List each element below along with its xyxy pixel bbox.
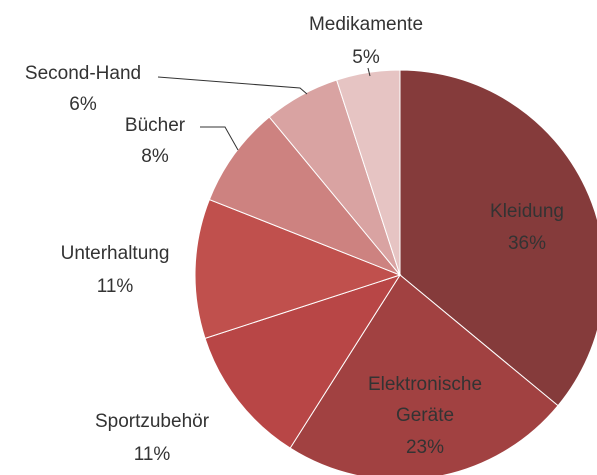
slice-label: Second-Hand [25, 63, 141, 84]
pie-slice [194, 198, 402, 339]
slice-value-label: 6% [69, 94, 97, 115]
slice-value-label: 8% [141, 146, 169, 167]
leader-line [157, 76, 308, 95]
pie-slice [289, 274, 559, 475]
leader-line [367, 67, 371, 77]
pie-slice [399, 69, 597, 407]
slice-value-label: 36% [508, 233, 546, 254]
pie-slice [208, 116, 401, 276]
slice-value-label: 11% [134, 444, 171, 465]
slice-value-label: 23% [406, 437, 444, 458]
slice-label: Elektronische Geräte [368, 374, 482, 426]
slice-label: Unterhaltung [61, 243, 170, 264]
leader-line [200, 126, 239, 151]
slice-label: Medikamente [309, 14, 423, 35]
slice-label: Kleidung [490, 201, 564, 222]
slice-label: Bücher [125, 115, 186, 136]
pie-slice [336, 69, 401, 276]
slice-value-label: 11% [97, 276, 134, 297]
pie [194, 69, 597, 475]
slice-value-label: 5% [352, 47, 380, 68]
pie-slice [204, 274, 402, 449]
slice-label: Sportzubehör [95, 411, 210, 432]
